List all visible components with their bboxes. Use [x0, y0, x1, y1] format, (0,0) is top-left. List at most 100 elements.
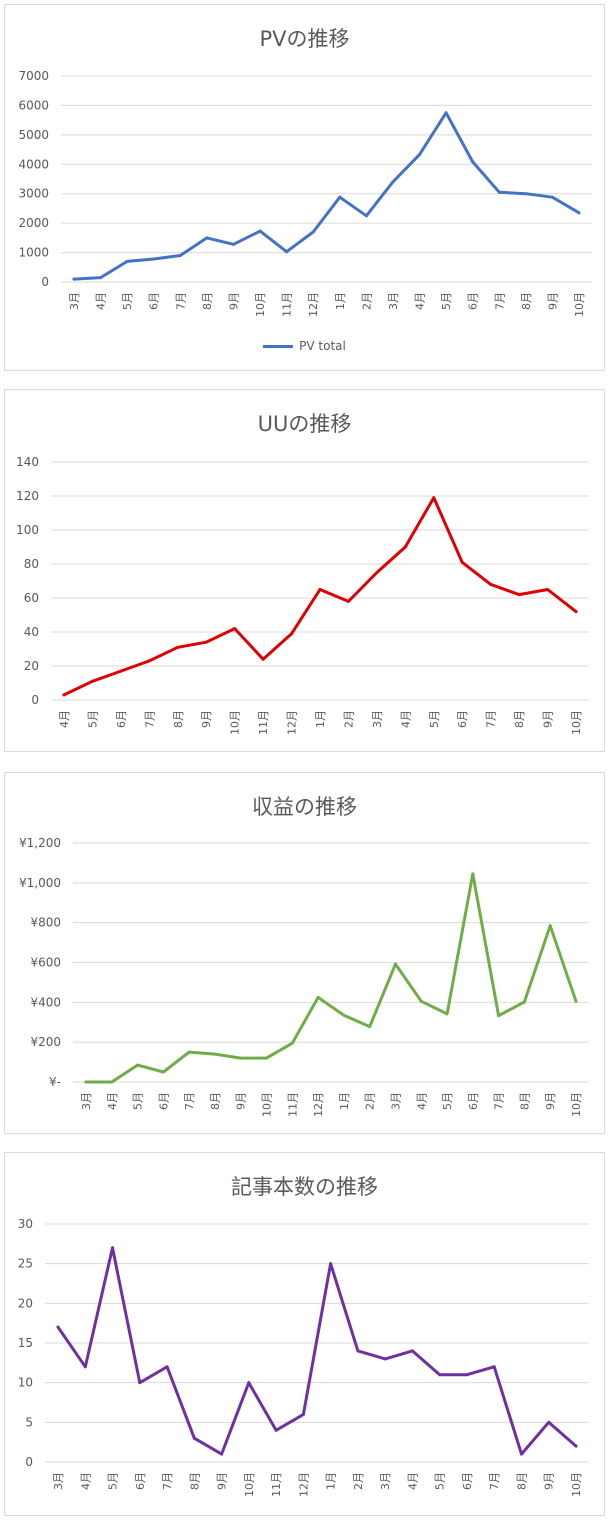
articles-data-point — [410, 1349, 414, 1353]
uu-data-point — [432, 496, 436, 500]
uu-xtick-label: 8月 — [172, 710, 185, 728]
pv-data-point — [444, 111, 448, 115]
revenue-data-point — [84, 1080, 88, 1084]
articles-data-point — [83, 1365, 87, 1369]
articles-xtick-label: 10月 — [243, 1472, 256, 1497]
articles-data-point — [138, 1381, 142, 1385]
uu-xtick-label: 9月 — [200, 710, 213, 728]
revenue-xtick-label: 4月 — [106, 1092, 119, 1110]
articles-data-point — [465, 1373, 469, 1377]
uu-data-point — [489, 582, 493, 586]
revenue-data-point — [136, 1063, 140, 1067]
articles-ytick-label: 0 — [25, 1455, 33, 1469]
pv-xtick-label: 3月 — [387, 292, 400, 310]
uu-data-point — [517, 593, 521, 597]
articles-data-point — [356, 1349, 360, 1353]
pv-data-point — [418, 153, 422, 157]
revenue-data-point — [161, 1070, 165, 1074]
revenue-data-point — [316, 995, 320, 999]
uu-xtick-label: 9月 — [542, 710, 555, 728]
articles-xtick-label: 9月 — [216, 1472, 229, 1490]
articles-series-line — [56, 1246, 578, 1456]
pv-data-point — [99, 276, 103, 280]
pv-legend-swatch — [263, 345, 294, 348]
uu-ytick-label: 20 — [24, 659, 39, 673]
articles-chart-panel: 記事本数の推移 0 5 10 15 20 25 30 3月 4月 5月 6月 7月 8月 9月 10月 11月… — [4, 1152, 605, 1516]
articles-xtick-label: 8月 — [515, 1472, 528, 1490]
articles-chart: 0 5 10 15 20 25 30 3月 4月 5月 6月 7月 8月 9月 10月 11月 12月 1月 2月 3… — [18, 1217, 589, 1497]
pv-xtick-label: 9月 — [546, 292, 559, 310]
uu-ytick-label: 140 — [16, 455, 39, 469]
pv-data-point — [550, 195, 554, 199]
uu-data-point — [290, 632, 294, 636]
revenue-data-point — [368, 1025, 372, 1029]
articles-ytick-label: 10 — [18, 1376, 33, 1390]
pv-xtick-label: 5月 — [440, 292, 453, 310]
uu-data-point — [233, 627, 237, 631]
uu-ytick-label: 40 — [24, 625, 39, 639]
revenue-xtick-label: 6月 — [157, 1092, 170, 1110]
pv-data-point — [178, 254, 182, 258]
revenue-xtick-label: 9月 — [235, 1092, 248, 1110]
revenue-data-point — [522, 1000, 526, 1004]
articles-data-point — [383, 1357, 387, 1361]
uu-xtick-label: 5月 — [428, 710, 441, 728]
articles-xtick-label: 7月 — [488, 1472, 501, 1490]
articles-xtick-label: 11月 — [270, 1472, 283, 1497]
articles-ytick-label: 25 — [18, 1257, 33, 1271]
pv-data-point — [285, 250, 289, 254]
revenue-ytick-label: ¥1,000 — [19, 876, 61, 890]
articles-ytick-label: 20 — [18, 1296, 33, 1310]
uu-ytick-label: 80 — [24, 557, 39, 571]
uu-xtick-label: 1月 — [314, 710, 327, 728]
articles-xtick-label: 7月 — [161, 1472, 174, 1490]
revenue-data-point — [445, 1012, 449, 1016]
revenue-xtick-label: 4月 — [415, 1092, 428, 1110]
pv-data-point — [497, 190, 501, 194]
articles-data-point — [192, 1436, 196, 1440]
pv-ytick-label: 6000 — [18, 98, 49, 112]
uu-chart-panel: UUの推移 0 20 40 60 80 100 120 140 4月 5月 6月 7月 8月 9月 10月 1… — [4, 389, 605, 752]
revenue-xtick-label: 7月 — [183, 1092, 196, 1110]
pv-xtick-label: 9月 — [227, 292, 240, 310]
revenue-xtick-label: 10月 — [570, 1092, 583, 1117]
articles-xtick-label: 2月 — [352, 1472, 365, 1490]
uu-data-point — [204, 640, 208, 644]
articles-data-point — [165, 1365, 169, 1369]
uu-data-point — [346, 599, 350, 603]
revenue-xtick-label: 8月 — [209, 1092, 222, 1110]
articles-xtick-label: 12月 — [297, 1472, 310, 1497]
articles-data-point — [220, 1452, 224, 1456]
pv-xtick-label: 7月 — [493, 292, 506, 310]
revenue-series-line — [84, 872, 578, 1084]
revenue-data-point — [342, 1013, 346, 1017]
revenue-ytick-label: ¥- — [49, 1075, 61, 1089]
articles-xtick-label: 8月 — [188, 1472, 201, 1490]
revenue-data-point — [110, 1080, 114, 1084]
pv-legend: PV total — [5, 339, 604, 353]
pv-ytick-label: 2000 — [18, 216, 49, 230]
uu-xtick-label: 7月 — [143, 710, 156, 728]
uu-data-point — [176, 645, 180, 649]
articles-data-point — [438, 1373, 442, 1377]
articles-data-point — [329, 1262, 333, 1266]
articles-data-point — [247, 1381, 251, 1385]
pv-chart-title: PVの推移 — [259, 27, 350, 51]
revenue-data-point — [471, 872, 475, 876]
uu-data-point — [460, 560, 464, 564]
articles-xtick-label: 6月 — [134, 1472, 147, 1490]
pv-data-point — [125, 259, 129, 263]
articles-data-point — [56, 1325, 60, 1329]
pv-data-point — [391, 180, 395, 184]
articles-ytick-label: 5 — [25, 1415, 33, 1429]
revenue-xtick-label: 2月 — [364, 1092, 377, 1110]
pv-data-point — [231, 242, 235, 246]
pv-data-point — [258, 229, 262, 233]
pv-data-point — [338, 195, 342, 199]
uu-xtick-label: 4月 — [399, 710, 412, 728]
revenue-xtick-label: 6月 — [467, 1092, 480, 1110]
uu-xtick-label: 6月 — [115, 710, 128, 728]
revenue-data-point — [393, 962, 397, 966]
uu-data-point — [375, 571, 379, 574]
revenue-data-point — [213, 1052, 217, 1056]
